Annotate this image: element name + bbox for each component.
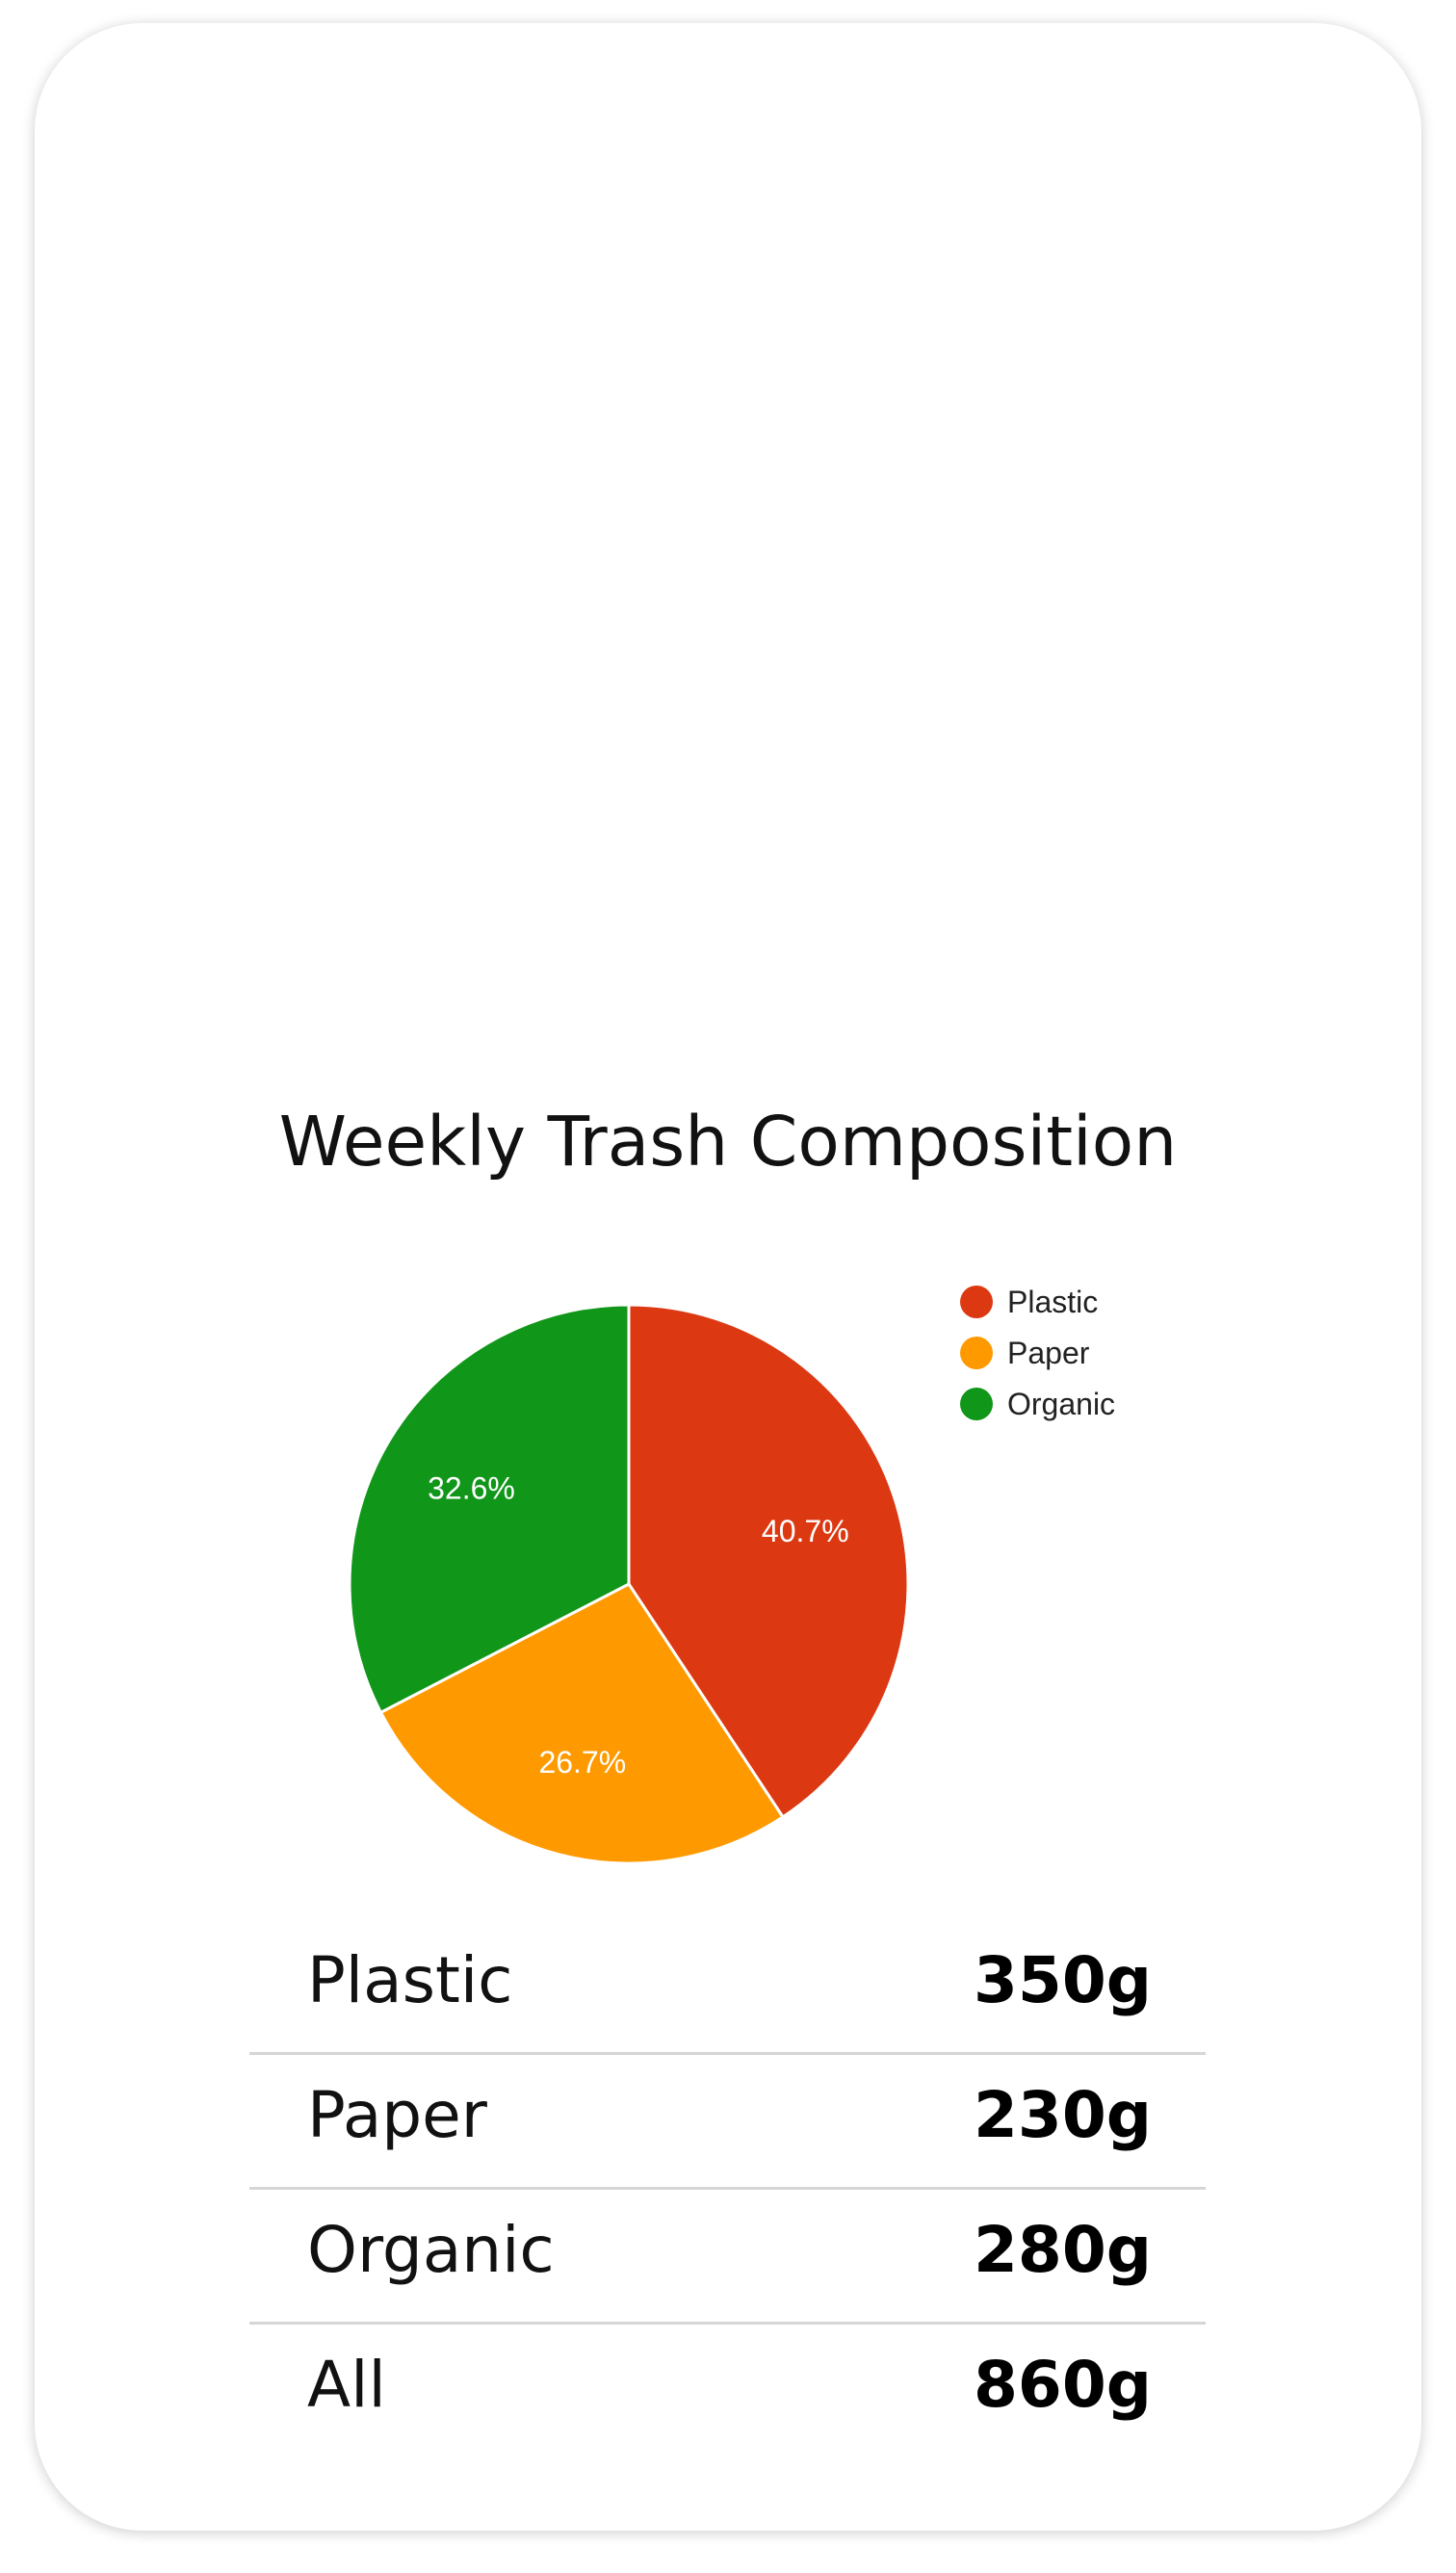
row-value: 230g [973, 2078, 1152, 2152]
row-label: Plastic [307, 1943, 513, 2017]
legend-label: Plastic [1007, 1285, 1098, 1319]
chart-legend: Plastic Paper Organic [960, 1285, 1115, 1421]
legend-marker [960, 1337, 993, 1369]
legend-marker [960, 1388, 993, 1420]
pie-slices [348, 1303, 910, 1865]
pie-slice-paper [378, 1582, 786, 1865]
chart-title: Weekly Trash Composition [278, 1102, 1178, 1182]
row-value: 350g [973, 1943, 1152, 2017]
row-label: Organic [307, 2213, 555, 2287]
row-label: Paper [307, 2078, 487, 2152]
pie-slice-label: 40.7% [762, 1514, 849, 1548]
pie-slice-organic [348, 1303, 631, 1715]
pie-slice-label: 26.7% [538, 1745, 626, 1780]
summary-table: Plastic 350g Paper 230g Organic 280g All… [249, 1920, 1206, 2459]
row-label: All [307, 2348, 386, 2422]
row-value: 280g [973, 2213, 1152, 2287]
pie-slice-label: 32.6% [428, 1471, 515, 1506]
summary-row-organic: Organic 280g [249, 2190, 1206, 2325]
legend-label: Paper [1007, 1336, 1090, 1370]
row-value: 860g [973, 2348, 1152, 2422]
pie-slice-labels: 40.7% 26.7% 32.6% [428, 1471, 849, 1780]
summary-row-paper: Paper 230g [249, 2055, 1206, 2190]
summary-row-plastic: Plastic 350g [249, 1920, 1206, 2055]
legend-marker [960, 1286, 993, 1318]
legend-label: Organic [1007, 1387, 1115, 1421]
summary-card [35, 23, 1421, 2531]
summary-row-all: All 860g [249, 2325, 1206, 2459]
